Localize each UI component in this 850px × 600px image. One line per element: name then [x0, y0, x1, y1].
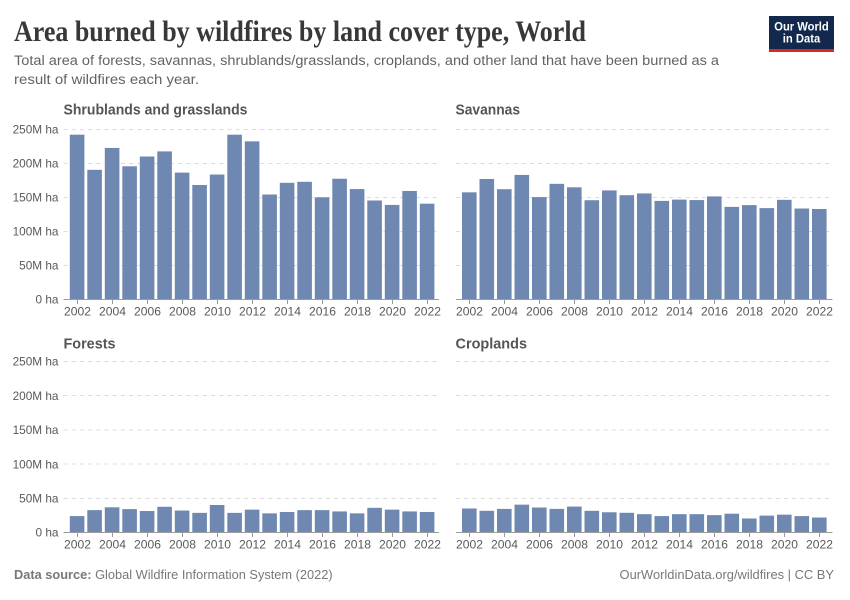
svg-text:2010: 2010: [204, 538, 231, 552]
svg-text:2022: 2022: [414, 538, 441, 552]
svg-text:2004: 2004: [99, 538, 126, 552]
svg-text:Data source: Global Wildfire I: Data source: Global Wildfire Information…: [14, 567, 333, 582]
svg-text:2020: 2020: [379, 305, 406, 319]
svg-text:50M ha: 50M ha: [19, 259, 59, 273]
svg-text:0 ha: 0 ha: [36, 293, 59, 307]
svg-text:result of wildfires each year.: result of wildfires each year.: [14, 72, 199, 88]
svg-text:2022: 2022: [414, 305, 441, 319]
svg-text:2002: 2002: [456, 305, 483, 319]
svg-text:2016: 2016: [701, 305, 728, 319]
svg-text:Total area of forests, savanna: Total area of forests, savannas, shrubla…: [14, 53, 719, 69]
svg-text:250M ha: 250M ha: [13, 123, 59, 137]
svg-text:2010: 2010: [596, 305, 623, 319]
svg-text:2006: 2006: [526, 305, 553, 319]
svg-text:2020: 2020: [379, 538, 406, 552]
svg-text:2012: 2012: [631, 538, 658, 552]
svg-text:100M ha: 100M ha: [13, 225, 59, 239]
svg-text:2004: 2004: [491, 538, 518, 552]
svg-text:2014: 2014: [274, 305, 301, 319]
svg-text:2010: 2010: [596, 538, 623, 552]
svg-text:2008: 2008: [169, 538, 196, 552]
svg-text:2018: 2018: [344, 305, 371, 319]
svg-text:2004: 2004: [491, 305, 518, 319]
svg-text:Savannas: Savannas: [456, 102, 521, 118]
svg-text:2014: 2014: [666, 305, 693, 319]
svg-text:2002: 2002: [64, 305, 91, 319]
svg-text:Forests: Forests: [64, 336, 116, 352]
svg-text:2022: 2022: [806, 305, 833, 319]
svg-text:Our World: Our World: [774, 20, 829, 34]
svg-text:2016: 2016: [309, 305, 336, 319]
svg-text:2022: 2022: [806, 538, 833, 552]
svg-text:2002: 2002: [456, 538, 483, 552]
svg-text:2012: 2012: [239, 538, 266, 552]
svg-text:2018: 2018: [344, 538, 371, 552]
svg-text:2018: 2018: [736, 538, 763, 552]
svg-text:2014: 2014: [666, 538, 693, 552]
svg-text:2020: 2020: [771, 538, 798, 552]
svg-text:in Data: in Data: [783, 32, 821, 46]
svg-text:2016: 2016: [309, 538, 336, 552]
svg-text:2008: 2008: [561, 305, 588, 319]
svg-text:2006: 2006: [134, 538, 161, 552]
svg-text:0 ha: 0 ha: [36, 526, 59, 540]
svg-text:100M ha: 100M ha: [13, 457, 59, 471]
svg-text:2016: 2016: [701, 538, 728, 552]
svg-text:2020: 2020: [771, 305, 798, 319]
svg-text:Area burned by wildfires by la: Area burned by wildfires by land cover t…: [14, 15, 586, 48]
svg-text:2006: 2006: [134, 305, 161, 319]
svg-text:2010: 2010: [204, 305, 231, 319]
svg-text:2012: 2012: [239, 305, 266, 319]
svg-text:2002: 2002: [64, 538, 91, 552]
svg-text:2018: 2018: [736, 305, 763, 319]
svg-text:2006: 2006: [526, 538, 553, 552]
svg-text:Shrublands and grasslands: Shrublands and grasslands: [64, 102, 248, 118]
svg-text:OurWorldinData.org/wildfires |: OurWorldinData.org/wildfires | CC BY: [620, 567, 835, 582]
svg-text:2008: 2008: [169, 305, 196, 319]
svg-text:50M ha: 50M ha: [19, 492, 59, 506]
svg-text:2004: 2004: [99, 305, 126, 319]
svg-text:200M ha: 200M ha: [13, 389, 59, 403]
svg-text:150M ha: 150M ha: [13, 191, 59, 205]
svg-text:2012: 2012: [631, 305, 658, 319]
svg-text:200M ha: 200M ha: [13, 157, 59, 171]
svg-text:250M ha: 250M ha: [13, 355, 59, 369]
svg-text:2014: 2014: [274, 538, 301, 552]
svg-text:Croplands: Croplands: [456, 336, 528, 352]
svg-text:150M ha: 150M ha: [13, 423, 59, 437]
svg-text:2008: 2008: [561, 538, 588, 552]
